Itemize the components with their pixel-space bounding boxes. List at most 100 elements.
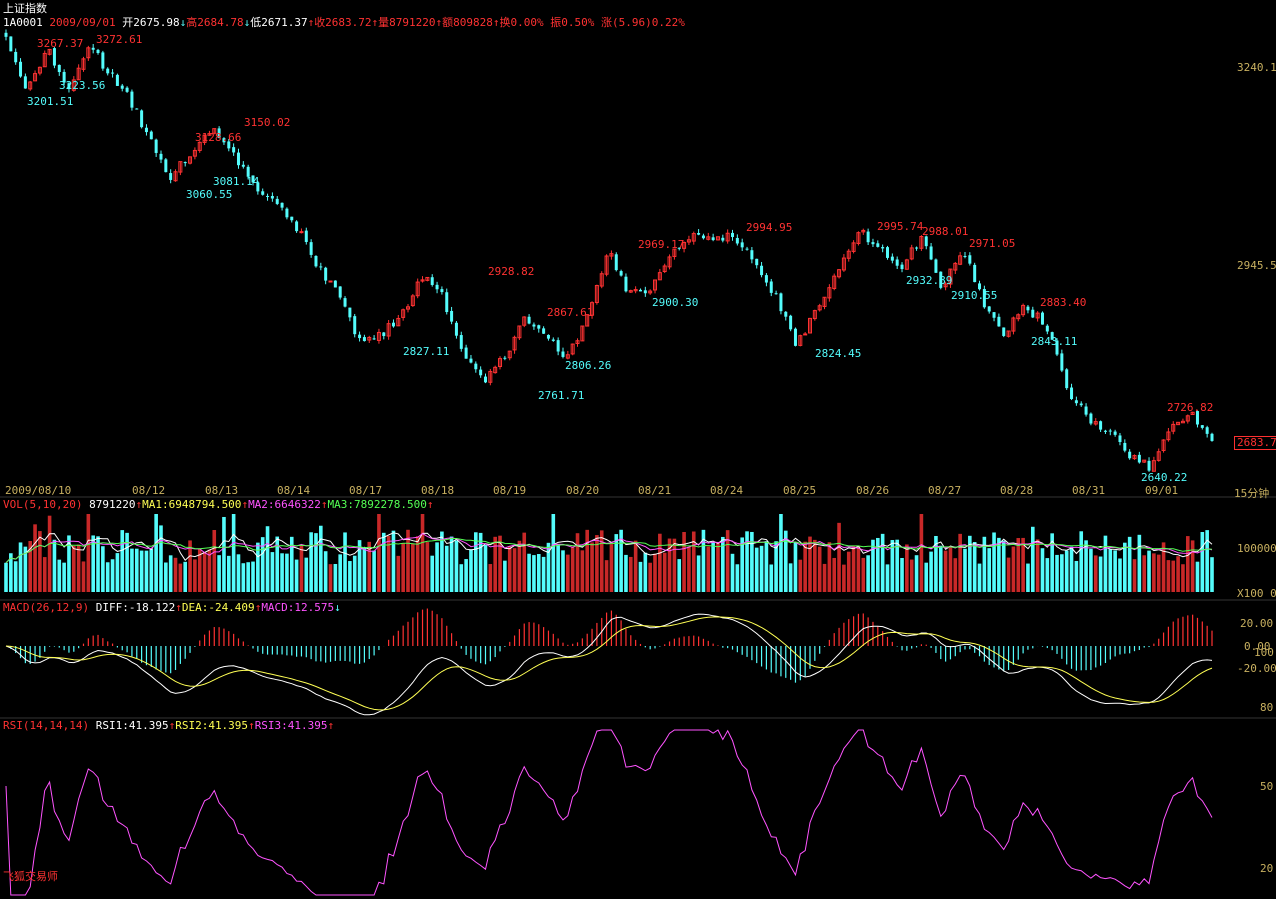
low-annotation: 2843.11: [1031, 335, 1078, 348]
index-name: 上证指数: [3, 2, 47, 15]
candle-body: [376, 331, 381, 341]
candle-body: [808, 317, 812, 334]
quote-open: 开2675.98: [122, 16, 180, 29]
high-annotation: 2867.61: [547, 306, 594, 319]
candle-body: [1070, 387, 1074, 400]
candle-body: [241, 164, 245, 167]
candle-body: [817, 305, 822, 311]
volume-bar: [406, 529, 410, 592]
volume-bar: [953, 558, 958, 592]
volume-bar: [115, 553, 120, 592]
candle-body: [624, 276, 628, 292]
candle-body: [784, 311, 788, 317]
candle-body: [333, 280, 337, 288]
candle-body: [861, 229, 866, 233]
candle-body: [755, 258, 759, 266]
volume-bar: [202, 552, 207, 592]
vol-ma3-line: [5, 538, 1213, 564]
volume-bar: [1079, 531, 1084, 592]
volume-bar: [779, 514, 783, 592]
volume-bar: [289, 536, 294, 592]
arrow-up-icon: ↑: [254, 601, 262, 614]
volume-bar: [1006, 557, 1011, 592]
candle-body: [328, 280, 333, 283]
volume-bar: [532, 555, 536, 592]
volume-bar: [314, 533, 318, 592]
candle-body: [106, 68, 110, 74]
volume-bar: [125, 532, 129, 592]
high-annotation: 2971.05: [969, 237, 1016, 250]
candle-body: [803, 333, 808, 336]
candle-body: [992, 312, 996, 318]
vol-ma1: MA1:6948794.500: [142, 498, 242, 511]
rsi-line: [5, 729, 1213, 896]
macd-axis-label: 20.00: [1240, 617, 1274, 630]
candle-body: [866, 231, 870, 243]
candle-body: [159, 153, 163, 160]
volume-bar: [754, 547, 759, 592]
volume-bar: [590, 542, 594, 592]
volume-bar: [1001, 540, 1006, 592]
volume-bar: [1127, 536, 1132, 592]
candle-body: [711, 237, 715, 241]
candle-body: [9, 36, 13, 52]
candle-body: [512, 336, 517, 351]
candle-body: [1035, 312, 1040, 319]
candle-body: [1210, 433, 1214, 441]
candle-body: [425, 276, 430, 281]
volume-bar: [750, 531, 754, 592]
volume-bar: [72, 545, 76, 592]
arrow-up-icon: ↑: [320, 498, 328, 511]
candle-body: [396, 317, 401, 327]
candle-body: [556, 340, 560, 352]
candle-body: [76, 67, 81, 81]
volume-bar: [909, 559, 914, 592]
low-annotation: 2761.71: [538, 389, 585, 402]
volume-bar: [62, 562, 66, 592]
volume-bar: [251, 561, 255, 592]
candle-body: [1079, 403, 1083, 406]
volume-bar: [919, 514, 924, 592]
volume-bar: [285, 553, 289, 592]
volume-bar: [929, 551, 933, 592]
high-annotation: 3267.37: [37, 37, 84, 50]
volume-bar: [619, 529, 623, 592]
high-annotation: 2726.82: [1167, 401, 1214, 414]
volume-bar: [914, 555, 919, 592]
candle-body: [57, 64, 61, 73]
volume-bar: [164, 562, 168, 592]
volume-bar: [217, 555, 221, 592]
volume-bar: [662, 552, 667, 592]
candle-body: [1176, 421, 1181, 426]
candle-body: [401, 309, 406, 318]
volume-bar: [134, 548, 139, 592]
volume-bar: [246, 562, 250, 592]
volume-bar: [793, 542, 798, 592]
candle-body: [115, 74, 119, 86]
volume-bar: [745, 531, 749, 592]
volume-bar: [924, 562, 929, 592]
date-axis-label: 08/27: [928, 484, 962, 497]
candle-body: [266, 195, 270, 197]
candle-body: [372, 338, 376, 340]
candle-body: [207, 133, 212, 136]
volume-bar: [173, 557, 178, 592]
candle-body: [1103, 430, 1107, 432]
volume-bar: [624, 554, 628, 592]
candle-body: [81, 58, 86, 70]
candle-body: [261, 191, 265, 195]
candle-body: [192, 149, 197, 157]
candle-body: [876, 243, 880, 247]
candle-body: [701, 235, 705, 239]
volume-bar: [701, 529, 706, 592]
candle-body: [227, 141, 231, 149]
candle-body: [691, 233, 696, 242]
volume-bar: [963, 548, 967, 592]
volume-bar: [367, 541, 372, 592]
volume-bar: [1118, 558, 1122, 592]
date-axis-label: 08/18: [421, 484, 455, 497]
volume-bar: [764, 541, 769, 592]
volume-bar: [958, 533, 962, 592]
volume-bar: [18, 542, 23, 592]
volume-bar: [982, 536, 987, 592]
